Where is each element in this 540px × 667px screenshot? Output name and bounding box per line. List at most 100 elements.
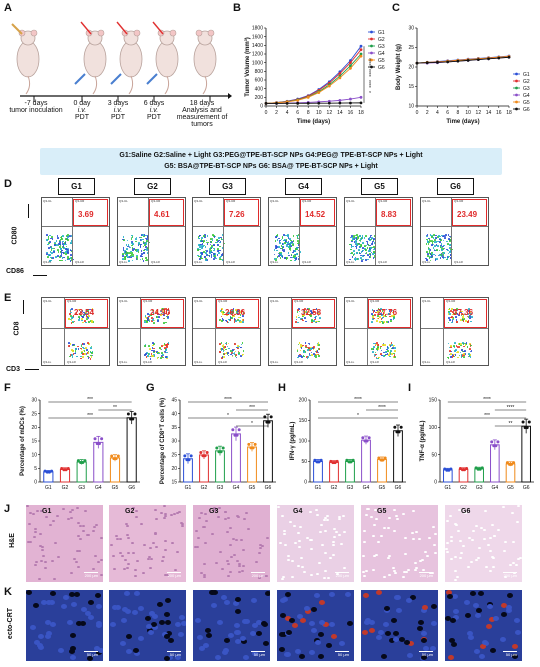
event-dot — [165, 312, 167, 315]
event-dot — [60, 250, 62, 253]
replicate-point — [62, 468, 66, 472]
event-dot — [359, 243, 361, 246]
tissue-texture — [457, 530, 461, 533]
tissue-texture — [402, 575, 406, 578]
event-dot — [289, 243, 291, 245]
event-dot — [91, 321, 93, 323]
event-dot — [309, 349, 311, 352]
event-dot — [313, 346, 315, 348]
cell-signal — [228, 632, 235, 638]
event-dot — [289, 239, 292, 242]
event-dot — [152, 321, 155, 324]
event-dot — [443, 247, 446, 250]
scale-bar — [503, 572, 517, 573]
event-dot — [143, 235, 146, 238]
quadrant-label: Q3-UR — [302, 199, 312, 203]
event-dot — [426, 238, 429, 241]
event-dot — [316, 308, 319, 311]
gate-line-horizontal — [269, 328, 336, 329]
syringe-icon — [11, 23, 23, 35]
event-dot — [449, 310, 452, 312]
event-dot — [373, 251, 375, 253]
group-legend-box — [40, 148, 502, 175]
event-dot — [239, 316, 242, 319]
event-dot — [70, 239, 73, 242]
event-dot — [83, 342, 85, 345]
event-dot — [68, 345, 70, 347]
group-label: G1 — [42, 508, 52, 515]
y-tick-label: 30 — [171, 439, 177, 445]
tissue-texture — [202, 563, 206, 566]
tissue-texture — [280, 515, 284, 518]
event-dot — [393, 347, 396, 349]
tissue-texture — [511, 512, 515, 515]
gate-percentage: 23.49 — [457, 210, 478, 219]
event-dot — [218, 239, 221, 242]
tissue-texture — [341, 515, 345, 518]
tissue-texture — [503, 576, 507, 579]
event-dot — [148, 319, 151, 322]
event-dot — [206, 250, 208, 252]
event-dot — [72, 320, 74, 323]
cell-signal — [445, 616, 452, 622]
cell-signal — [305, 609, 311, 615]
bar-g2 — [458, 468, 469, 483]
replicate-point — [490, 440, 494, 444]
x-tick-label: 0 — [265, 110, 268, 116]
event-dot — [369, 254, 372, 256]
event-dot — [385, 308, 388, 311]
category-label: G1 — [315, 485, 322, 491]
replicate-point — [379, 458, 383, 462]
event-dot — [453, 346, 456, 348]
gate-box — [149, 199, 184, 226]
cell-signal — [133, 647, 140, 653]
event-dot — [441, 234, 443, 237]
step-desc: tumor inoculation — [9, 107, 63, 114]
category-label: G5 — [379, 485, 386, 491]
event-dot — [302, 314, 304, 316]
event-dot — [242, 319, 244, 321]
tissue-texture — [26, 505, 29, 507]
event-dot — [357, 235, 359, 238]
event-dot — [366, 240, 368, 243]
event-dot — [463, 313, 466, 316]
tissue-texture — [163, 513, 167, 516]
cell-signal — [451, 594, 458, 600]
event-dot — [139, 258, 142, 261]
cell-signal — [404, 639, 411, 645]
bar-g4 — [231, 433, 241, 483]
quadrant-label: Q3-UR — [143, 299, 153, 303]
event-dot — [281, 243, 284, 245]
event-dot — [297, 244, 300, 246]
cell-signal — [375, 590, 382, 596]
event-dot — [429, 256, 432, 259]
event-dot — [349, 258, 351, 261]
event-dot — [449, 246, 452, 249]
event-dot — [353, 253, 356, 255]
replicate-point — [60, 466, 64, 470]
event-dot — [467, 308, 470, 310]
tissue-texture — [114, 535, 118, 538]
event-dot — [287, 235, 289, 237]
event-dot — [449, 244, 451, 246]
event-dot — [202, 244, 205, 247]
event-dot — [59, 243, 61, 245]
tissue-texture — [54, 541, 58, 544]
event-dot — [429, 253, 432, 255]
event-dot — [454, 342, 457, 344]
quadrant-label: Q3-UR — [75, 199, 85, 203]
y-tick-label: 10 — [31, 452, 37, 458]
gate-percentage: 4.61 — [154, 210, 170, 219]
event-dot — [85, 315, 88, 317]
event-dot — [85, 347, 87, 349]
tissue-texture — [488, 550, 492, 553]
event-dot — [157, 319, 159, 322]
tissue-texture — [450, 557, 454, 560]
event-dot — [372, 314, 374, 317]
tissue-texture — [125, 524, 129, 527]
replicate-point — [313, 458, 317, 462]
event-dot — [448, 308, 450, 311]
event-dot — [86, 318, 88, 320]
data-point — [349, 101, 352, 105]
event-dot — [67, 251, 70, 253]
